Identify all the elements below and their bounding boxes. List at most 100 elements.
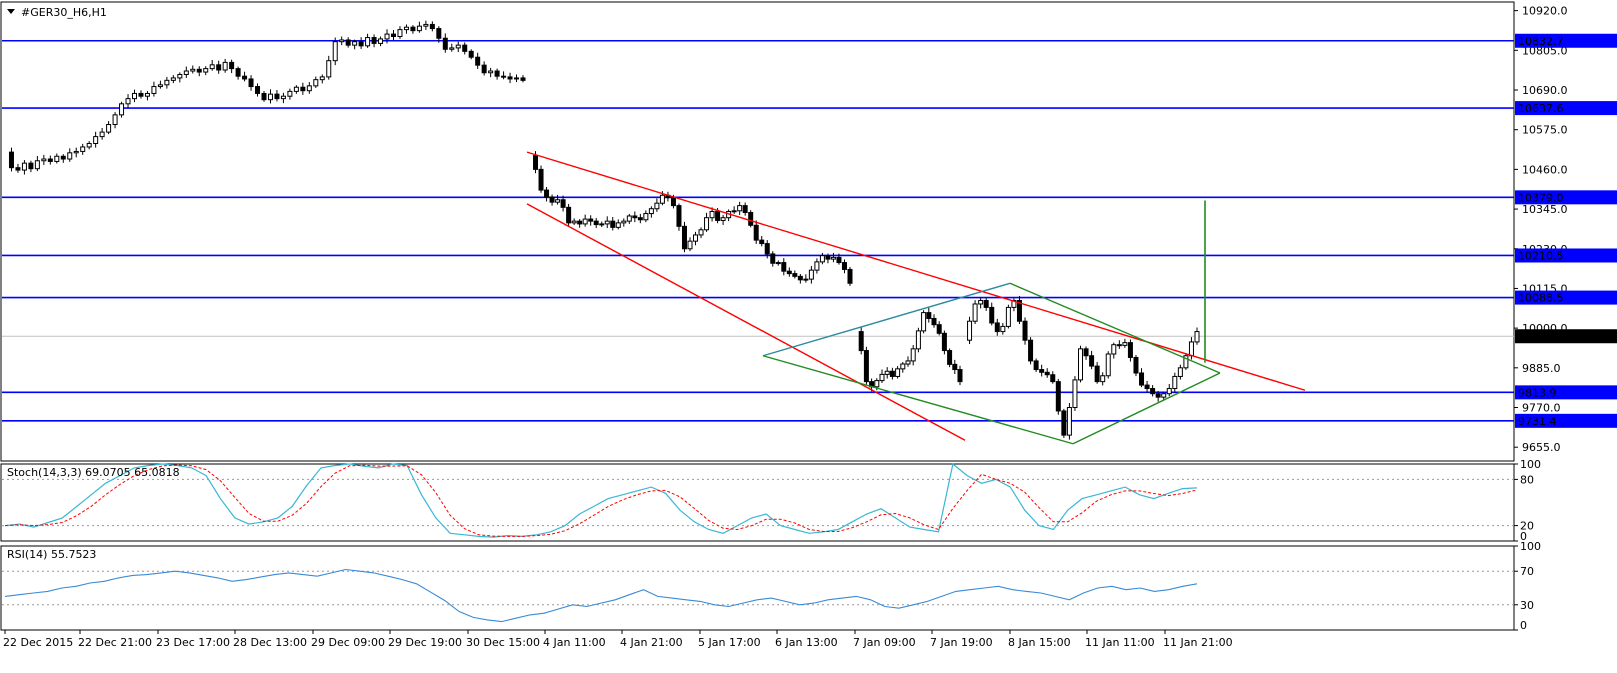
candle-bull bbox=[125, 98, 131, 105]
candle-bull bbox=[737, 205, 743, 212]
candle-bull bbox=[698, 229, 704, 236]
candle-bear bbox=[391, 33, 396, 38]
candle-bear bbox=[797, 275, 803, 281]
candle-bear bbox=[1089, 355, 1095, 367]
candle-bear bbox=[926, 312, 932, 319]
time-tick-label: 30 Dec 15:00 bbox=[466, 636, 540, 649]
time-tick-label: 11 Jan 11:00 bbox=[1085, 636, 1155, 649]
candle-bull bbox=[1078, 348, 1083, 381]
triangle-down-icon[interactable] bbox=[7, 9, 15, 14]
candle-bull bbox=[1000, 325, 1006, 333]
candle-bear bbox=[462, 44, 468, 52]
candle-bull bbox=[1166, 388, 1172, 395]
candle-bull bbox=[775, 262, 781, 265]
candle-bear bbox=[248, 78, 254, 88]
candle-bear bbox=[632, 215, 638, 219]
candle-bear bbox=[1061, 410, 1067, 436]
candle-bear bbox=[345, 39, 351, 46]
level-label: 10832.7 bbox=[1518, 35, 1564, 48]
candle-bull bbox=[170, 77, 176, 81]
candle-bull bbox=[306, 85, 312, 92]
candle-bear bbox=[759, 239, 765, 245]
candle-bull bbox=[144, 92, 150, 97]
candle-bull bbox=[693, 234, 699, 242]
candle-bear bbox=[681, 225, 687, 250]
level-label: 10637.6 bbox=[1518, 102, 1564, 115]
candle-bull bbox=[895, 368, 901, 377]
candle-bear bbox=[825, 255, 831, 260]
candle-bear bbox=[481, 64, 487, 74]
candle-bull bbox=[1066, 407, 1072, 436]
candle-bear bbox=[994, 322, 1000, 333]
candle-bull bbox=[112, 114, 118, 126]
candle-bear bbox=[560, 199, 566, 208]
candle-bull bbox=[326, 60, 332, 78]
candle-bull bbox=[190, 68, 196, 72]
candle-bull bbox=[654, 202, 660, 210]
rsi-panel-frame bbox=[0, 545, 1515, 631]
candle-bear bbox=[770, 253, 776, 264]
candle-bear bbox=[8, 151, 14, 169]
candle-bear bbox=[196, 68, 202, 73]
rsi-plot bbox=[2, 568, 1514, 623]
candle-bull bbox=[604, 220, 610, 225]
time-tick-label: 29 Dec 09:00 bbox=[311, 636, 385, 649]
time-tick-label: 5 Jan 17:00 bbox=[698, 636, 761, 649]
candle-bull bbox=[177, 73, 183, 79]
candle-bull bbox=[287, 90, 293, 97]
candle-bear bbox=[475, 56, 481, 66]
candle-bear bbox=[1033, 360, 1039, 371]
rsi-tick-label: 0 bbox=[1520, 619, 1527, 632]
price-tick-label: 10690.0 bbox=[1522, 84, 1568, 97]
candle-bear bbox=[764, 243, 770, 255]
candle-bear bbox=[60, 155, 66, 160]
level-label-box bbox=[1515, 190, 1617, 205]
candle-bull bbox=[54, 155, 60, 162]
candle-bear bbox=[841, 262, 847, 270]
level-label: 10379.0 bbox=[1518, 191, 1564, 204]
candle-bear bbox=[1139, 372, 1145, 386]
candle-bull bbox=[203, 68, 209, 73]
candle-bull bbox=[397, 29, 403, 38]
candle-bear bbox=[436, 28, 442, 39]
candle-bear bbox=[229, 61, 235, 70]
candle-bear bbox=[1094, 365, 1100, 383]
candle-bear bbox=[442, 37, 448, 50]
stoch-tick-label: 20 bbox=[1520, 520, 1534, 533]
candle-bull bbox=[1177, 367, 1183, 377]
candle-bear bbox=[274, 93, 280, 100]
diamond-bottom-right-line bbox=[1072, 372, 1221, 445]
level-label-box bbox=[1515, 101, 1617, 116]
candle-bear bbox=[983, 300, 989, 308]
candle-bull bbox=[41, 158, 47, 162]
candle-bull bbox=[319, 76, 325, 81]
candle-bull bbox=[905, 360, 911, 365]
candle-bear bbox=[858, 331, 864, 352]
candle-bear bbox=[300, 86, 306, 92]
candle-bear bbox=[889, 370, 895, 377]
candle-bull bbox=[1072, 379, 1078, 409]
candle-bear bbox=[1155, 393, 1161, 398]
price-tick-label: 10575.0 bbox=[1522, 124, 1568, 137]
candle-bear bbox=[566, 206, 572, 224]
level-label: 9731.4 bbox=[1518, 415, 1557, 428]
candle-bull bbox=[615, 222, 621, 228]
level-label-box bbox=[1515, 385, 1617, 400]
current-price-label: 9976.5 bbox=[1518, 330, 1557, 343]
candle-bull bbox=[599, 223, 605, 226]
candle-bull bbox=[571, 220, 577, 224]
candle-bull bbox=[384, 33, 390, 40]
candle-bear bbox=[358, 41, 364, 47]
time-tick-label: 4 Jan 21:00 bbox=[620, 636, 683, 649]
candle-bear bbox=[947, 350, 953, 365]
stoch-panel-frame bbox=[0, 463, 1515, 542]
candle-bull bbox=[830, 256, 836, 260]
candle-bear bbox=[468, 50, 474, 58]
candle-bear bbox=[610, 220, 616, 228]
candle-bull bbox=[915, 330, 921, 350]
stoch-plot bbox=[2, 462, 1514, 538]
candle-bear bbox=[989, 306, 995, 324]
time-tick-label: 7 Jan 19:00 bbox=[930, 636, 993, 649]
candle-bear bbox=[138, 92, 144, 97]
candle-bull bbox=[555, 199, 561, 203]
